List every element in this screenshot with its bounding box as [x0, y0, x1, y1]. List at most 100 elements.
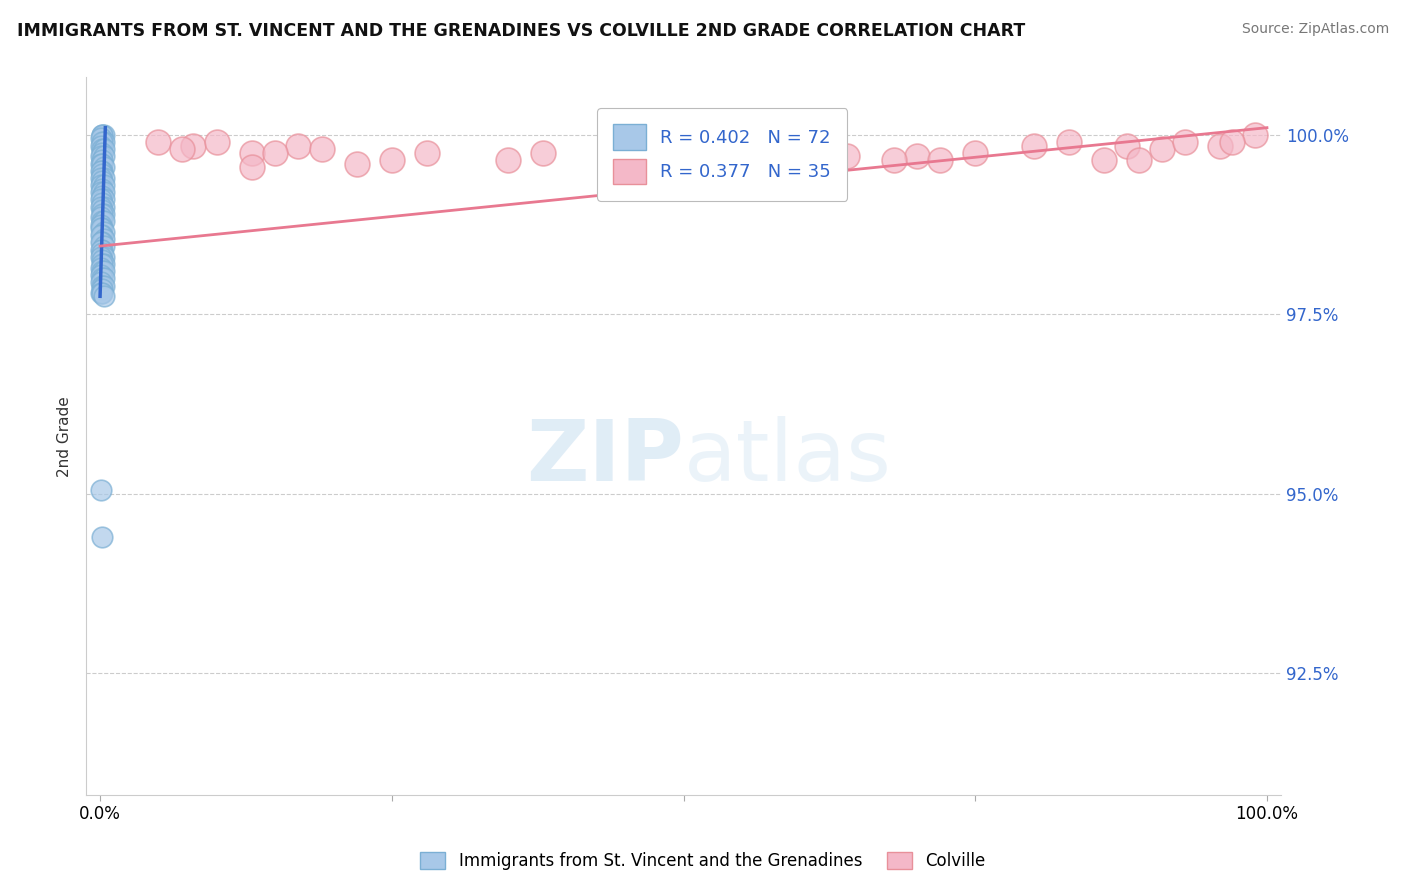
Point [311, 142, 333, 156]
Point [91, 182, 114, 196]
Point [90, 193, 112, 207]
Point [93, 232, 115, 246]
Point [93, 257, 115, 271]
Text: ZIP: ZIP [526, 417, 683, 500]
Point [90, 200, 112, 214]
Point [93, 128, 115, 142]
Point [90, 243, 112, 257]
Text: IMMIGRANTS FROM ST. VINCENT AND THE GRENADINES VS COLVILLE 2ND GRADE CORRELATION: IMMIGRANTS FROM ST. VINCENT AND THE GREN… [17, 22, 1025, 40]
Point [91, 142, 114, 156]
Text: atlas: atlas [683, 417, 891, 500]
Point [905, 149, 928, 163]
Legend: R = 0.402   N = 72, R = 0.377   N = 35: R = 0.402 N = 72, R = 0.377 N = 35 [598, 108, 848, 201]
Point [91, 271, 114, 285]
Point [93, 135, 115, 149]
Point [170, 142, 193, 156]
Point [205, 135, 228, 149]
Point [91, 156, 114, 170]
Point [1092, 153, 1115, 167]
Point [498, 153, 520, 167]
Point [416, 145, 439, 160]
Point [287, 138, 309, 153]
Point [789, 153, 811, 167]
Point [90, 260, 112, 275]
Point [183, 138, 205, 153]
Point [614, 163, 637, 178]
Point [91, 145, 114, 160]
Point [93, 160, 115, 174]
Point [93, 186, 115, 200]
Point [91, 163, 114, 178]
Point [90, 178, 112, 192]
Point [90, 170, 112, 185]
Point [91, 285, 114, 300]
Point [381, 153, 404, 167]
Point [91, 243, 114, 257]
Point [672, 142, 695, 156]
Point [264, 145, 287, 160]
Point [91, 282, 114, 296]
Point [91, 196, 114, 211]
Point [533, 145, 555, 160]
Point [91, 128, 114, 142]
Point [90, 483, 112, 497]
Point [1128, 153, 1150, 167]
Point [731, 145, 754, 160]
Point [90, 235, 112, 250]
Point [90, 131, 112, 145]
Point [93, 193, 115, 207]
Point [90, 163, 112, 178]
Point [91, 530, 114, 544]
Point [240, 145, 263, 160]
Point [929, 153, 952, 167]
Legend: Immigrants from St. Vincent and the Grenadines, Colville: Immigrants from St. Vincent and the Gren… [413, 845, 993, 877]
Point [1244, 128, 1267, 142]
Y-axis label: 2nd Grade: 2nd Grade [58, 396, 72, 476]
Point [1057, 135, 1080, 149]
Point [766, 156, 789, 170]
Point [93, 264, 115, 278]
Point [91, 135, 114, 149]
Point [90, 156, 112, 170]
Point [93, 278, 115, 293]
Point [93, 200, 115, 214]
Point [731, 156, 754, 170]
Point [90, 268, 112, 282]
Point [93, 178, 115, 192]
Point [835, 149, 858, 163]
Point [148, 135, 170, 149]
Point [93, 225, 115, 239]
Point [91, 264, 114, 278]
Point [90, 211, 112, 225]
Point [91, 203, 114, 218]
Point [346, 156, 368, 170]
Point [1150, 142, 1173, 156]
Point [1116, 138, 1139, 153]
Point [91, 207, 114, 221]
Point [93, 170, 115, 185]
Text: Source: ZipAtlas.com: Source: ZipAtlas.com [1241, 22, 1389, 37]
Point [90, 275, 112, 289]
Point [91, 174, 114, 188]
Point [91, 167, 114, 181]
Point [1209, 138, 1232, 153]
Point [91, 253, 114, 268]
Point [91, 189, 114, 203]
Point [90, 149, 112, 163]
Point [91, 128, 114, 142]
Point [90, 218, 112, 232]
Point [93, 142, 115, 156]
Point [90, 285, 112, 300]
Point [90, 228, 112, 243]
Point [93, 214, 115, 228]
Point [93, 207, 115, 221]
Point [965, 145, 987, 160]
Point [91, 235, 114, 250]
Point [90, 138, 112, 153]
Point [90, 250, 112, 264]
Point [1174, 135, 1197, 149]
Point [1022, 138, 1045, 153]
Point [93, 149, 115, 163]
Point [91, 257, 114, 271]
Point [91, 246, 114, 260]
